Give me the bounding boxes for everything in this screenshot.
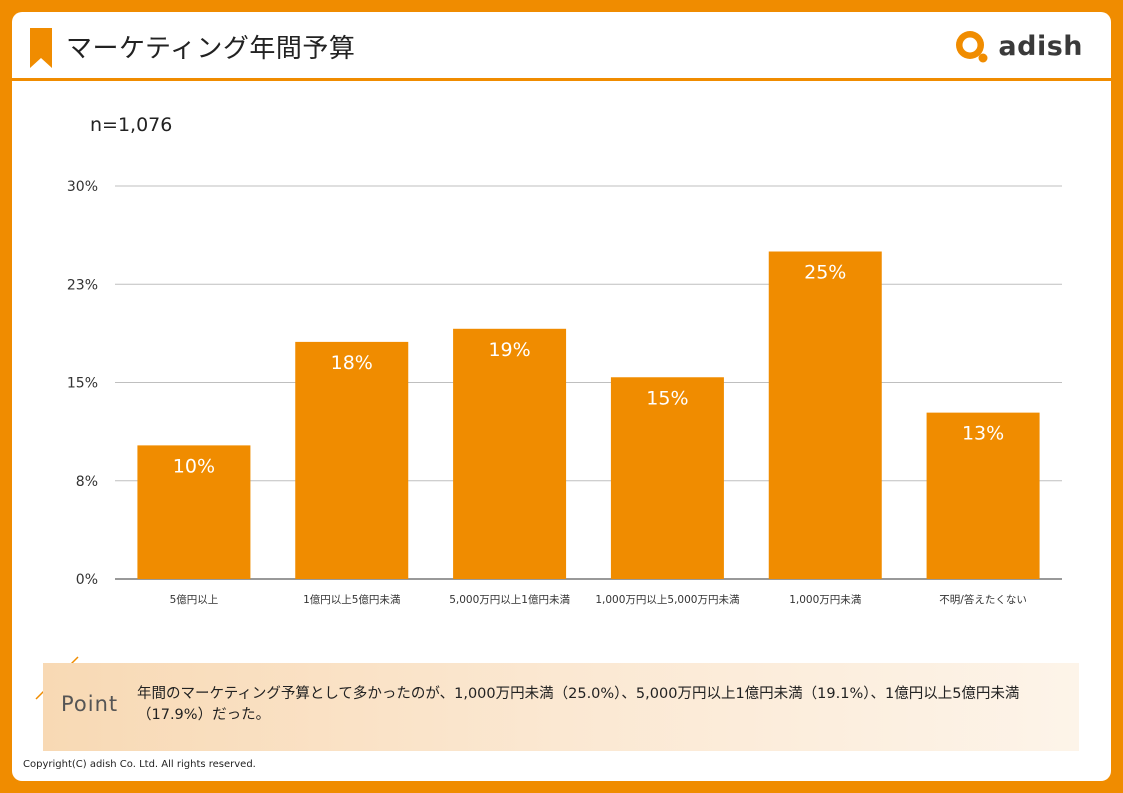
bar	[295, 341, 409, 579]
slide-card: マーケティング年間予算 adish n=1,076 0% 8% 15% 23% 30% 1…	[12, 12, 1111, 781]
bar	[137, 445, 251, 579]
data-label: 13%	[962, 423, 1004, 445]
point-text: 年間のマーケティング予算として多かったのが、1,000万円未満（25.0%）、5…	[137, 686, 1020, 723]
copyright: Copyright(C) adish Co. Ltd. All rights r…	[23, 759, 256, 770]
adish-logo-icon	[956, 31, 988, 63]
x-tick-label: 1億円以上5億円未満	[303, 593, 401, 606]
page-title: マーケティング年間予算	[66, 34, 356, 64]
data-label: 19%	[488, 339, 530, 361]
bar	[453, 328, 567, 579]
logo-text: adish	[998, 30, 1083, 62]
bar	[610, 377, 724, 579]
x-tick-label: 5,000万円以上1億円未満	[449, 593, 570, 606]
x-tick-label: 1,000万円未満	[789, 594, 862, 606]
data-label: 10%	[173, 455, 215, 477]
data-label: 15%	[646, 387, 688, 409]
bar	[926, 412, 1040, 579]
bar-chart: 0% 8% 15% 23% 30% 10% 5億円以上 18% 1億円以上5億円未満 19% 5,0…	[67, 179, 1062, 606]
data-label: 18%	[331, 352, 373, 374]
y-tick-label: 8%	[76, 474, 98, 490]
sample-size: n=1,076	[90, 114, 173, 136]
data-label: 25%	[804, 262, 846, 284]
x-tick-label: 5億円以上	[170, 593, 219, 606]
y-tick-label: 23%	[67, 277, 98, 293]
x-tick-label: 1,000万円以上5,000万円未満	[595, 594, 740, 606]
bookmark-icon	[30, 28, 52, 68]
slide-header: マーケティング年間予算 adish	[12, 12, 1111, 81]
y-tick-label: 0%	[76, 572, 98, 588]
adish-logo: adish	[952, 26, 1083, 66]
point-box	[43, 663, 1079, 751]
bar	[768, 251, 882, 579]
x-tick-label: 不明/答えたくない	[939, 593, 1027, 606]
y-tick-label: 30%	[67, 179, 98, 195]
point-label: Point	[61, 692, 119, 716]
y-tick-label: 15%	[67, 376, 98, 392]
